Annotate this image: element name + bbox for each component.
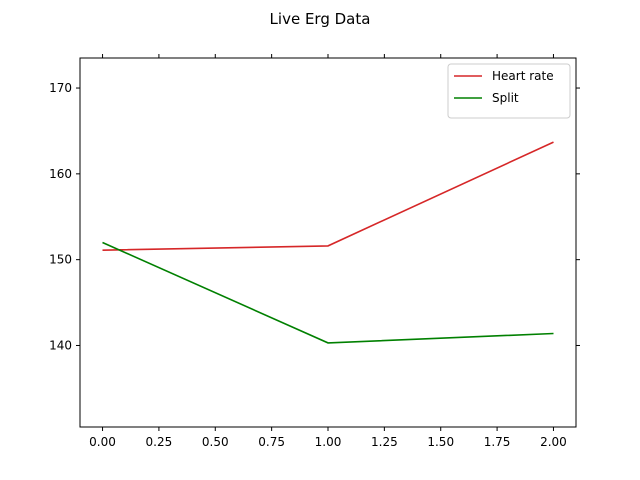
x-tick-label: 0.50: [202, 435, 229, 449]
y-tick-label: 160: [49, 167, 72, 181]
x-tick-label: 0.25: [146, 435, 173, 449]
y-tick-label: 170: [49, 81, 72, 95]
legend: Heart rate Split: [447, 63, 571, 119]
x-tick-label: 1.00: [315, 435, 342, 449]
series-line-heart-rate: [102, 141, 554, 251]
y-tick-label: 140: [49, 338, 72, 352]
x-tick-label: 1.50: [427, 435, 454, 449]
chart-title: Live Erg Data: [270, 10, 371, 28]
x-tick-label: 1.25: [371, 435, 398, 449]
legend-label: Heart rate: [492, 69, 554, 83]
x-tick-label: 0.00: [89, 435, 116, 449]
x-tick-label: 1.75: [484, 435, 511, 449]
legend-label: Split: [492, 91, 519, 105]
y-axis: 140 150 160 170: [49, 81, 580, 352]
series-layer: [102, 141, 554, 344]
legend-box: [447, 63, 571, 119]
x-tick-label: 2.00: [540, 435, 567, 449]
y-tick-label: 150: [49, 253, 72, 267]
x-tick-label: 0.75: [258, 435, 285, 449]
series-line-split: [102, 241, 554, 344]
x-axis: 0.00 0.25 0.50 0.75 1.00 1.25 1.50 1.75 2.00: [89, 54, 567, 449]
